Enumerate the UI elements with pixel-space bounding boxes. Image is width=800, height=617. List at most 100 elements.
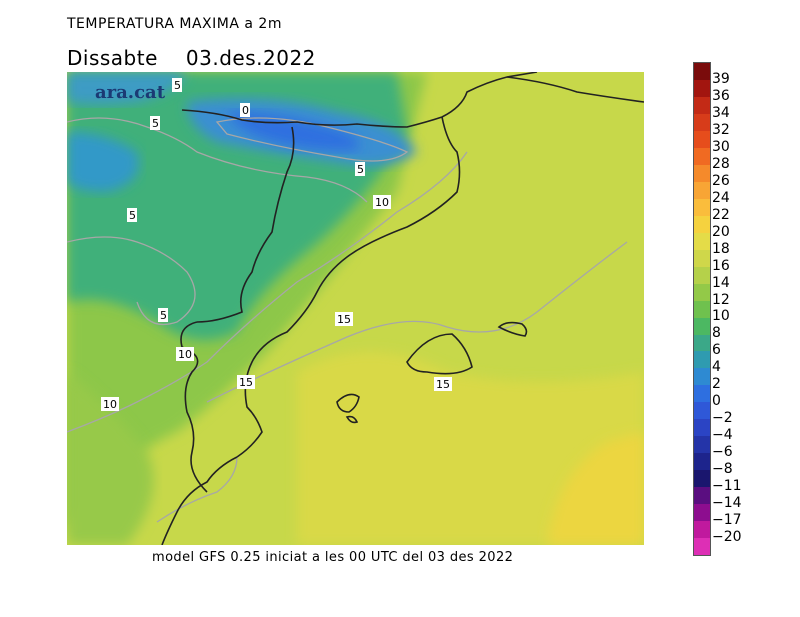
color-scale-label: 10 (712, 308, 730, 325)
color-scale-label: 12 (712, 291, 730, 308)
color-swatch (694, 368, 710, 386)
color-swatch (694, 164, 710, 182)
isotherm-line-15-south (156, 456, 238, 523)
contour-label: 15 (337, 313, 351, 326)
model-run-footer: model GFS 0.25 iniciat a les 00 UTC del … (152, 550, 514, 565)
color-swatch (694, 283, 710, 301)
isotherm-line-10 (67, 151, 468, 433)
aragon-border (196, 126, 295, 323)
color-swatch (694, 232, 710, 250)
isotherm-lines (67, 117, 628, 523)
color-scale-label: 28 (712, 155, 730, 172)
color-scale-label: −20 (712, 529, 742, 546)
isotherm-line-15-west (206, 241, 628, 403)
map-date: Dissabte 03.des.2022 (67, 46, 316, 70)
isotherm-line-5-west (67, 236, 196, 326)
contour-label: 15 (239, 376, 253, 389)
color-swatch (694, 351, 710, 369)
color-scale-label: 0 (712, 393, 721, 410)
color-swatch (694, 470, 710, 488)
color-scale-label: 8 (712, 325, 721, 342)
formentera-island (345, 415, 359, 424)
color-scale-label: −6 (712, 444, 733, 461)
color-scale-label: 26 (712, 172, 730, 189)
color-swatch (694, 385, 710, 403)
color-swatch (694, 249, 710, 267)
color-scale-label: 24 (712, 189, 730, 206)
contour-label: 10 (178, 348, 192, 361)
contour-label: 10 (375, 196, 389, 209)
color-swatch (694, 181, 710, 199)
color-scale-bar (693, 62, 711, 556)
color-swatch (694, 96, 710, 114)
color-scale-label: 18 (712, 240, 730, 257)
color-swatch (694, 79, 710, 97)
color-scale-label: 14 (712, 274, 730, 291)
color-swatch (694, 521, 710, 539)
majorca-island (406, 333, 473, 375)
contour-label: 5 (357, 163, 364, 176)
color-scale-label: 22 (712, 206, 730, 223)
isotherm-line-5-north (67, 117, 368, 203)
color-swatch (694, 266, 710, 284)
valencia-coast (161, 456, 238, 545)
color-swatch (694, 487, 710, 505)
date-label: 03.des.2022 (185, 46, 316, 70)
color-swatch (694, 317, 710, 335)
color-swatch (694, 419, 710, 437)
contour-label: 10 (103, 398, 117, 411)
color-swatch (694, 504, 710, 522)
color-swatch (694, 147, 710, 165)
contour-label: 5 (174, 79, 181, 92)
contour-label: 5 (152, 117, 159, 130)
color-swatch (694, 453, 710, 471)
color-scale-label: −14 (712, 495, 742, 512)
day-label: Dissabte (67, 46, 158, 70)
logo: ara.cat (95, 82, 166, 103)
color-swatch (694, 334, 710, 352)
western-blue-zone (67, 132, 139, 192)
catalonia-coast (236, 72, 538, 458)
color-scale-label: 32 (712, 121, 730, 138)
inland-green-zone (67, 372, 154, 545)
inland-border (180, 321, 208, 493)
coastline-borders (161, 72, 644, 545)
color-scale-label: 20 (712, 223, 730, 240)
color-scale-label: 4 (712, 359, 721, 376)
color-scale-label: −8 (712, 461, 733, 478)
color-scale-labels: 39 36 34 32 30 28 26 24 22 20 18 16 14 12 10 8 6 4 2 0 −2 −4−… (712, 62, 772, 554)
color-swatch (694, 538, 710, 556)
warm-zone (297, 352, 644, 545)
cantabria-blue-zone (67, 72, 187, 105)
color-swatch (694, 113, 710, 131)
minorca-island (497, 321, 528, 337)
contour-label: 15 (436, 378, 450, 391)
color-swatch (694, 63, 710, 80)
contour-label: 0 (242, 104, 249, 117)
color-swatch (694, 198, 710, 216)
contour-label: 5 (160, 309, 167, 322)
color-swatch (694, 130, 710, 148)
france-coast (506, 76, 644, 103)
color-scale-label: 2 (712, 376, 721, 393)
color-swatch (694, 300, 710, 318)
temperature-map: ara.cat 5 0 5 5 10 5 15 5 10 15 15 10 (67, 72, 644, 545)
color-scale-label: 34 (712, 104, 730, 121)
color-scale-label: 39 (712, 70, 730, 87)
color-scale-label: −4 (712, 427, 733, 444)
ibiza-island (336, 393, 360, 413)
color-scale-label: −11 (712, 478, 742, 495)
isotherm-line-0 (215, 117, 409, 162)
contour-label: 5 (129, 209, 136, 222)
color-scale-label: 36 (712, 87, 730, 104)
color-scale-label: 16 (712, 257, 730, 274)
color-scale-label: −17 (712, 512, 742, 529)
color-scale-label: −2 (712, 410, 733, 427)
color-scale-label: 6 (712, 342, 721, 359)
warmest-zone (547, 432, 644, 545)
map-title: TEMPERATURA MAXIMA a 2m (67, 16, 282, 32)
color-swatch (694, 436, 710, 454)
contour-labels: 5 0 5 5 10 5 15 5 10 15 15 10 (101, 78, 452, 411)
pyrenees-border (181, 109, 443, 128)
color-swatch (694, 402, 710, 420)
